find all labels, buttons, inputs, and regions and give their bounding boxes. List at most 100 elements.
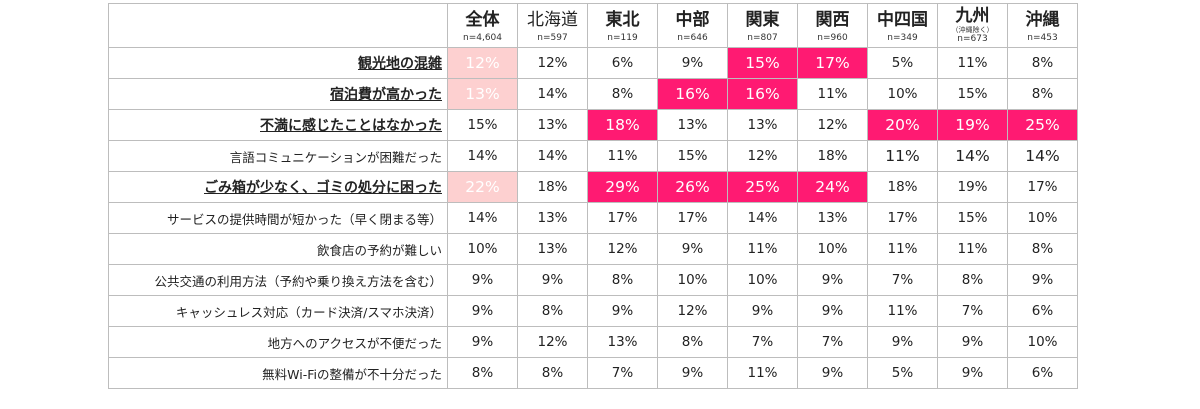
highlighted-value-cell: 13% [447, 78, 518, 110]
value-cell: 9% [447, 326, 518, 358]
value-cell: 14% [517, 140, 588, 172]
table-row: 地方へのアクセスが不便だった 9% 12% 13% 8% 7% 7% 9% 9% 10% [108, 326, 1078, 358]
column-header: 全体 n=4,604 [447, 3, 518, 48]
highlighted-value-cell: 18% [587, 109, 658, 141]
highlighted-value-cell: 20% [867, 109, 938, 141]
value-cell: 11% [937, 233, 1008, 265]
highlighted-value-cell: 19% [937, 109, 1008, 141]
header-corner [108, 3, 448, 48]
value-cell: 7% [867, 264, 938, 296]
column-header-name: 中四国 [877, 10, 928, 30]
value-cell: 12% [727, 140, 798, 172]
value-cell: 8% [517, 295, 588, 327]
value-cell: 13% [517, 233, 588, 265]
value-cell: 8% [657, 326, 728, 358]
value-cell: 14% [447, 140, 518, 172]
value-cell: 11% [727, 233, 798, 265]
column-header: 中四国 n=349 [867, 3, 938, 48]
column-header-name: 九州 [955, 6, 990, 26]
value-cell: 8% [1007, 233, 1078, 265]
highlighted-value-cell: 25% [727, 171, 798, 203]
value-cell: 9% [727, 295, 798, 327]
highlighted-value-cell: 29% [587, 171, 658, 203]
table-row: キャッシュレス対応（カード決済/スマホ決済） 9% 8% 9% 12% 9% 9% 11% 7%… [108, 295, 1078, 327]
value-cell: 18% [797, 140, 868, 172]
value-cell: 8% [587, 264, 658, 296]
value-cell: 6% [587, 47, 658, 79]
column-header-name: 関西 [815, 10, 850, 30]
value-cell: 8% [517, 357, 588, 389]
table-row: 言語コミュニケーションが困難だった 14% 14% 11% 15% 12% 18% 11% 14… [108, 140, 1078, 172]
row-label: 地方へのアクセスが不便だった [108, 326, 448, 358]
column-sample-size: n=807 [747, 33, 778, 43]
value-cell: 5% [867, 47, 938, 79]
value-cell: 15% [937, 78, 1008, 110]
column-sample-size: n=349 [887, 33, 918, 43]
column-header: 沖縄 n=453 [1007, 3, 1078, 48]
value-cell: 8% [587, 78, 658, 110]
value-cell: 14% [727, 202, 798, 234]
value-cell: 13% [517, 109, 588, 141]
value-cell: 13% [727, 109, 798, 141]
value-cell: 5% [867, 357, 938, 389]
table-row: 観光地の混雑 12% 12% 6% 9% 15% 17% 5% 11% 8% [108, 47, 1078, 79]
column-header-name: 北海道 [527, 10, 578, 30]
highlighted-value-cell: 12% [447, 47, 518, 79]
row-label: 飲食店の予約が難しい [108, 233, 448, 265]
value-cell: 11% [587, 140, 658, 172]
table-row: 無料Wi-Fiの整備が不十分だった 8% 8% 7% 9% 11% 9% 5% 9% 6% [108, 357, 1078, 389]
highlighted-value-cell: 26% [657, 171, 728, 203]
value-cell: 9% [587, 295, 658, 327]
value-cell: 17% [1007, 171, 1078, 203]
value-cell: 10% [1007, 202, 1078, 234]
value-cell: 12% [517, 47, 588, 79]
value-cell: 11% [867, 140, 938, 172]
value-cell: 12% [797, 109, 868, 141]
column-header-name: 沖縄 [1025, 10, 1060, 30]
value-cell: 13% [797, 202, 868, 234]
value-cell: 10% [657, 264, 728, 296]
value-cell: 8% [1007, 78, 1078, 110]
value-cell: 12% [587, 233, 658, 265]
value-cell: 9% [867, 326, 938, 358]
column-sample-size: n=119 [607, 33, 638, 43]
value-cell: 9% [1007, 264, 1078, 296]
row-label: 公共交通の利用方法（予約や乗り換え方法を含む） [108, 264, 448, 296]
value-cell: 13% [517, 202, 588, 234]
value-cell: 11% [727, 357, 798, 389]
value-cell: 9% [797, 264, 868, 296]
column-sample-size: n=4,604 [462, 33, 502, 43]
value-cell: 7% [587, 357, 658, 389]
column-header: 東北 n=119 [587, 3, 658, 48]
value-cell: 8% [447, 357, 518, 389]
row-label: 不満に感じたことはなかった [108, 109, 448, 141]
value-cell: 8% [1007, 47, 1078, 79]
value-cell: 10% [447, 233, 518, 265]
column-sample-size: n=646 [677, 33, 708, 43]
survey-table-container: 全体 n=4,604 北海道 n=597 東北 n=119 中部 n=646 関東 n=807 関西… [108, 3, 1078, 389]
column-header: 北海道 n=597 [517, 3, 588, 48]
column-header: 中部 n=646 [657, 3, 728, 48]
value-cell: 14% [517, 78, 588, 110]
column-header-name: 中部 [675, 10, 710, 30]
value-cell: 9% [657, 47, 728, 79]
value-cell: 7% [797, 326, 868, 358]
highlighted-value-cell: 16% [727, 78, 798, 110]
value-cell: 8% [937, 264, 1008, 296]
column-header-name: 東北 [605, 10, 640, 30]
highlighted-value-cell: 15% [727, 47, 798, 79]
value-cell: 11% [867, 233, 938, 265]
value-cell: 9% [797, 357, 868, 389]
value-cell: 10% [1007, 326, 1078, 358]
column-header: 関西 n=960 [797, 3, 868, 48]
value-cell: 15% [657, 140, 728, 172]
row-label: 無料Wi-Fiの整備が不十分だった [108, 357, 448, 389]
value-cell: 15% [447, 109, 518, 141]
row-label: 観光地の混雑 [108, 47, 448, 79]
table-row: ごみ箱が少なく、ゴミの処分に困った 22% 18% 29% 26% 25% 24% 18% 19… [108, 171, 1078, 203]
column-header: 九州 （沖縄除く） n=673 [937, 3, 1008, 48]
value-cell: 14% [937, 140, 1008, 172]
row-label: 宿泊費が高かった [108, 78, 448, 110]
value-cell: 13% [657, 109, 728, 141]
column-header-note: （沖縄除く） [951, 26, 994, 34]
